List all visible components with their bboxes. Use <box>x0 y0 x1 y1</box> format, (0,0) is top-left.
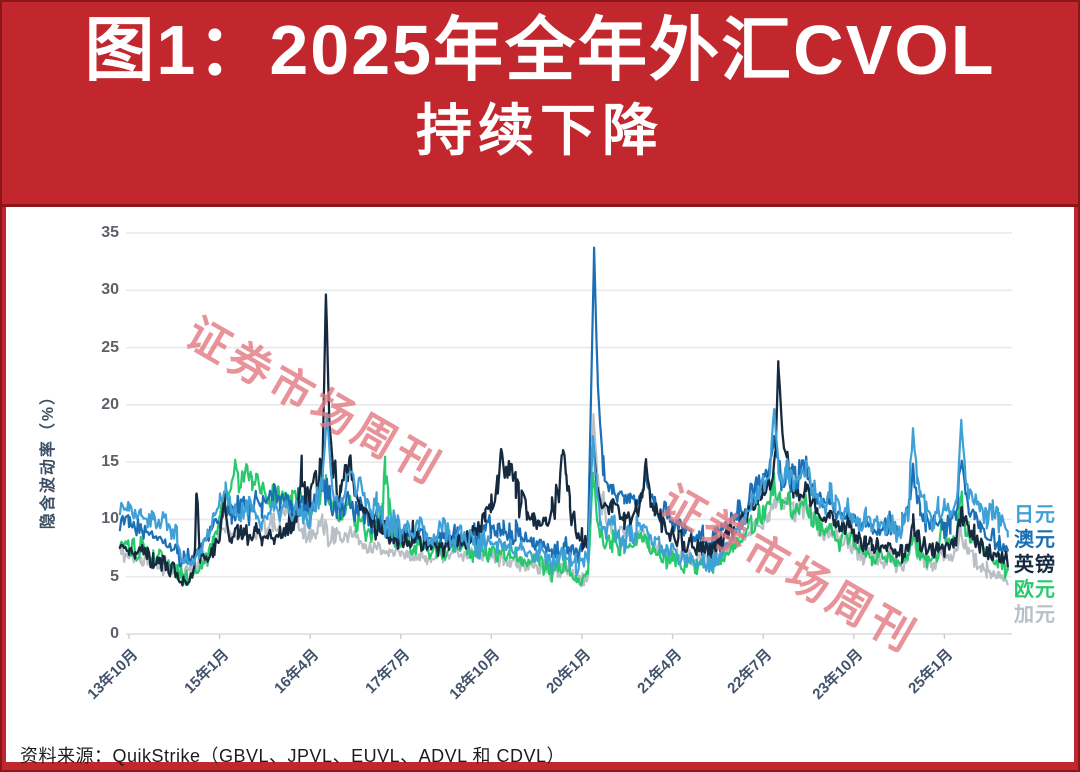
y-tick-label-0: 0 <box>110 625 119 642</box>
figure-title-line1: 图1：2025年全年外汇CVOL <box>84 11 996 89</box>
y-tick-label-30: 30 <box>101 281 119 299</box>
y-tick-label-25: 25 <box>101 338 119 356</box>
legend-item-eur: 欧元 <box>1014 579 1056 601</box>
legend-item-aud: 澳元 <box>1014 529 1056 551</box>
legend-item-jpy: 日元 <box>1014 504 1056 526</box>
y-axis-title: 隐含波动率（%） <box>40 386 57 530</box>
figure-header: 图1：2025年全年外汇CVOL 持续下降 <box>2 2 1078 207</box>
source-note: 资料来源：QuikStrike（GBVL、JPVL、EUVL、ADVL 和 CD… <box>20 746 565 766</box>
y-tick-label-20: 20 <box>101 395 119 413</box>
figure-title-line2: 持续下降 <box>416 99 664 162</box>
y-tick-label-10: 10 <box>101 510 119 528</box>
legend-item-gbp: 英镑 <box>1014 554 1056 576</box>
legend-item-cad: 加元 <box>1014 604 1056 626</box>
y-tick-label-5: 5 <box>110 567 119 585</box>
y-tick-label-15: 15 <box>101 453 119 471</box>
chart-legend: 日元澳元英镑欧元加元 <box>1014 503 1056 628</box>
y-tick-label-35: 35 <box>101 224 119 241</box>
